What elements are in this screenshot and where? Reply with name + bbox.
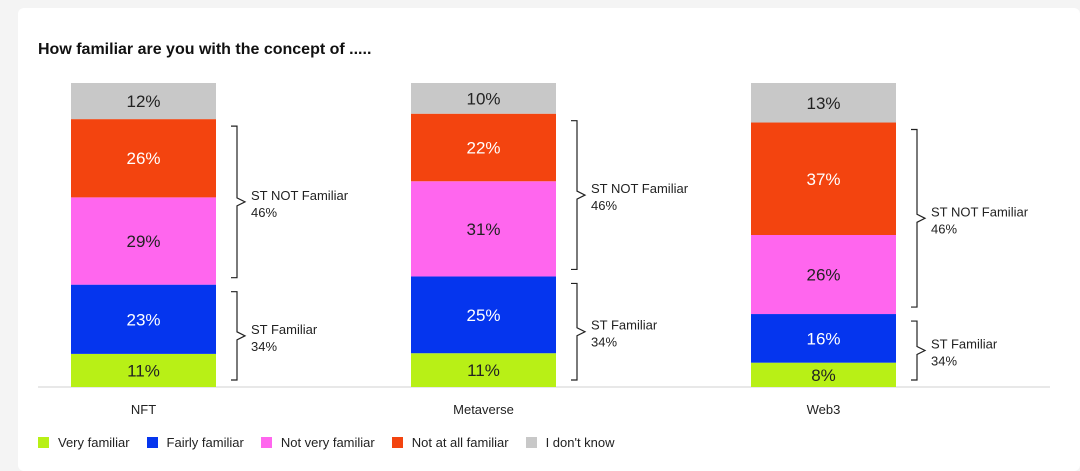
chart-card: How familiar are you with the concept of… bbox=[18, 8, 1080, 471]
bracket-value-nft-st-familiar: 34% bbox=[251, 339, 277, 354]
legend-label: Not at all familiar bbox=[411, 435, 509, 450]
data-label-nft-fairly-familiar: 23% bbox=[126, 310, 160, 329]
bracket-nft-st-familiar bbox=[231, 291, 247, 381]
bar-web3-not-at-all-familiar bbox=[751, 122, 896, 235]
bracket-value-metaverse-st-familiar: 34% bbox=[591, 335, 617, 350]
bracket-label-nft-st-not-familiar: ST NOT Familiar bbox=[251, 188, 349, 203]
bracket-value-metaverse-st-not-familiar: 46% bbox=[591, 198, 617, 213]
bar-nft-fairly-familiar bbox=[71, 284, 216, 354]
legend-label: Fairly familiar bbox=[166, 435, 244, 450]
data-label-web3-i-don-t-know: 13% bbox=[806, 94, 840, 113]
legend-swatch-icon bbox=[525, 437, 537, 448]
legend: Very familiar Fairly familiar Not very fam… bbox=[38, 435, 632, 450]
legend-item-fairly-familiar: Fairly familiar bbox=[146, 435, 244, 450]
bracket-value-web3-st-not-familiar: 46% bbox=[931, 221, 957, 236]
x-tick-label-web3: Web3 bbox=[807, 402, 841, 417]
bar-web3-very-familiar bbox=[751, 362, 896, 387]
data-label-web3-not-at-all-familiar: 37% bbox=[806, 170, 840, 189]
bar-nft-not-very-familiar bbox=[71, 197, 216, 285]
bar-nft-i-don-t-know bbox=[71, 83, 216, 120]
legend-label: Very familiar bbox=[58, 435, 130, 450]
bracket-label-metaverse-st-not-familiar: ST NOT Familiar bbox=[591, 181, 689, 196]
legend-swatch-icon bbox=[38, 437, 49, 448]
bar-metaverse-not-very-familiar bbox=[411, 181, 556, 277]
x-tick-label-nft: NFT bbox=[131, 402, 156, 417]
data-label-web3-fairly-familiar: 16% bbox=[806, 329, 840, 348]
data-label-nft-very-familiar: 11% bbox=[127, 361, 160, 380]
data-label-nft-i-don-t-know: 12% bbox=[126, 92, 160, 111]
bracket-label-web3-st-not-familiar: ST NOT Familiar bbox=[931, 204, 1029, 219]
bracket-web3-st-not-familiar bbox=[911, 128, 927, 308]
bracket-label-web3-st-familiar: ST Familiar bbox=[931, 337, 998, 352]
bar-metaverse-i-don-t-know bbox=[411, 83, 556, 114]
chart-canvas: How familiar are you with the concept of… bbox=[38, 41, 1050, 417]
legend-item-i-don-t-know: I don't know bbox=[525, 435, 615, 450]
legend-item-not-at-all-familiar: Not at all familiar bbox=[391, 435, 509, 450]
bar-nft-very-familiar bbox=[71, 353, 216, 387]
plot-area: 11% 23% 29% 26% 12% NFT ST NOT Familiar 46% ST F… bbox=[38, 83, 1050, 417]
bar-metaverse-not-at-all-familiar bbox=[411, 113, 556, 182]
data-label-metaverse-fairly-familiar: 25% bbox=[466, 306, 500, 325]
bar-metaverse-fairly-familiar bbox=[411, 276, 556, 354]
data-label-metaverse-not-very-familiar: 31% bbox=[466, 220, 500, 239]
data-label-metaverse-very-familiar: 11% bbox=[467, 361, 500, 380]
bracket-web3-st-familiar bbox=[911, 320, 927, 381]
data-label-nft-not-very-familiar: 29% bbox=[126, 232, 160, 251]
legend-swatch-icon bbox=[260, 437, 272, 448]
bracket-metaverse-st-familiar bbox=[571, 282, 587, 381]
legend-swatch-icon bbox=[146, 437, 158, 448]
x-tick-label-metaverse: Metaverse bbox=[453, 402, 514, 417]
bracket-value-nft-st-not-familiar: 46% bbox=[251, 205, 277, 220]
bar-metaverse-very-familiar bbox=[411, 353, 556, 387]
bar-nft-not-at-all-familiar bbox=[71, 119, 216, 198]
bracket-value-web3-st-familiar: 34% bbox=[931, 354, 957, 369]
bracket-nft-st-not-familiar bbox=[231, 125, 247, 279]
bar-web3-fairly-familiar bbox=[751, 314, 896, 363]
data-label-nft-not-at-all-familiar: 26% bbox=[126, 149, 160, 168]
data-label-metaverse-i-don-t-know: 10% bbox=[466, 89, 500, 108]
legend-label: I don't know bbox=[545, 435, 615, 450]
legend-swatch-icon bbox=[391, 437, 403, 448]
bar-web3-not-very-familiar bbox=[751, 235, 896, 315]
chart-title: How familiar are you with the concept of… bbox=[38, 41, 371, 58]
bracket-label-nft-st-familiar: ST Familiar bbox=[251, 322, 318, 337]
bracket-metaverse-st-not-familiar bbox=[571, 120, 587, 271]
data-label-metaverse-not-at-all-familiar: 22% bbox=[466, 138, 500, 157]
legend-item-not-very-familiar: Not very familiar bbox=[260, 435, 375, 450]
bar-web3-i-don-t-know bbox=[751, 83, 896, 123]
legend-label: Not very familiar bbox=[280, 435, 375, 450]
data-label-web3-not-very-familiar: 26% bbox=[806, 266, 840, 285]
legend-item-very-familiar: Very familiar bbox=[38, 435, 130, 450]
data-label-web3-very-familiar: 8% bbox=[811, 366, 836, 385]
bracket-label-metaverse-st-familiar: ST Familiar bbox=[591, 318, 658, 333]
